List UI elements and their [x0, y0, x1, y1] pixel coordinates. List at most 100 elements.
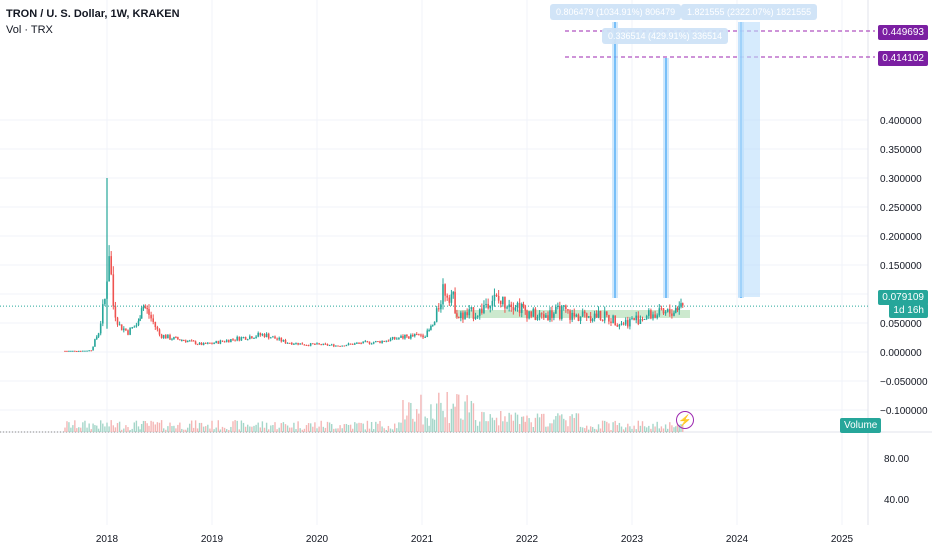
volume-bar [654, 426, 656, 432]
candle-body [246, 339, 249, 341]
volume-bar [142, 420, 145, 432]
volume-bar [472, 403, 475, 432]
volume-bar [305, 425, 308, 432]
volume-bar [347, 424, 350, 432]
candle-body [424, 336, 426, 338]
candle-body [92, 346, 94, 351]
volume-bar [80, 427, 82, 432]
candle-body [581, 311, 584, 317]
lightning-icon[interactable]: ⚡ [676, 411, 694, 429]
volume-bar [125, 425, 127, 432]
volume-bar [597, 424, 600, 432]
volume-bar [416, 409, 418, 432]
volume-bar [104, 426, 106, 432]
candle-body [82, 350, 84, 352]
volume-bar [678, 424, 680, 432]
volume-bar [295, 429, 297, 432]
candle-body [190, 340, 193, 342]
volume-bar [379, 420, 381, 432]
candle-body [204, 342, 207, 344]
candle-body [282, 340, 285, 342]
candle-body [288, 342, 291, 344]
candle-body [326, 344, 329, 346]
volume-bar [333, 428, 335, 432]
candle-body [575, 314, 578, 317]
volume-bar [584, 428, 586, 432]
candle-body [84, 350, 86, 352]
volume-bar [458, 394, 460, 432]
candle-body [681, 303, 684, 306]
candle-body [179, 339, 181, 341]
candle-body [152, 318, 154, 322]
volume-bar [337, 428, 339, 432]
volume-bar [604, 420, 606, 432]
volume-legend[interactable]: Vol · TRX [6, 24, 53, 36]
volume-bar [257, 422, 259, 432]
volume-bar [614, 420, 616, 432]
volume-bar [545, 426, 547, 432]
candle-body [284, 340, 287, 344]
volume-bar [144, 421, 147, 432]
candle-body [460, 312, 462, 319]
candle-body [171, 339, 173, 341]
candle-body [146, 308, 148, 310]
candle-body [129, 327, 131, 335]
volume-bar [352, 428, 354, 432]
volume-bar [426, 418, 428, 432]
volume-bar [299, 428, 301, 432]
volume-bar [637, 420, 639, 432]
candle-body [530, 311, 532, 317]
candle-body [464, 312, 466, 320]
volume-bar [150, 420, 152, 432]
x-tick-label: 2019 [201, 534, 224, 545]
candle-body [316, 343, 318, 345]
candle-body [173, 337, 175, 340]
volume-bar [96, 425, 98, 432]
volume-bar [335, 428, 337, 432]
candle-body [664, 311, 667, 314]
candle-body [476, 315, 479, 317]
volume-bar [536, 413, 539, 432]
volume-bar [389, 428, 392, 432]
candle-body [228, 340, 230, 343]
x-tick-label: 2024 [726, 534, 749, 545]
candle-body [608, 315, 610, 322]
volume-bar [618, 422, 621, 432]
candle-body [274, 336, 276, 339]
candle-body [337, 345, 339, 347]
volume-bar [343, 424, 345, 432]
candle-body [66, 350, 68, 352]
volume-bar [489, 414, 491, 432]
volume-bar [345, 423, 348, 432]
candle-body [314, 343, 316, 345]
candle-body [616, 325, 619, 327]
candle-body [318, 343, 320, 345]
volume-bar [616, 425, 618, 432]
candle-body [118, 324, 121, 326]
measure-label-2: 1.821555 (2322.07%) 1821555 [681, 4, 818, 20]
volume-bar [68, 422, 70, 432]
candle-body [265, 333, 268, 337]
volume-bar [183, 429, 185, 432]
volume-bar [440, 402, 442, 432]
candle-body [506, 307, 508, 309]
volume-bar [200, 422, 203, 432]
volume-bar [432, 418, 434, 432]
candle-body [391, 336, 394, 339]
candle-body [393, 336, 396, 340]
volume-bar [219, 429, 222, 432]
volume-bar [631, 428, 633, 432]
volume-bar [414, 421, 416, 432]
candle-body [540, 313, 543, 315]
volume-bar [375, 421, 377, 432]
candle-body [398, 337, 400, 339]
candle-body [408, 336, 410, 339]
symbol-title[interactable]: TRON / U. S. Dollar, 1W, KRAKEN [6, 8, 180, 20]
volume-bar [547, 426, 549, 432]
candle-body [583, 311, 586, 314]
y-tick-label: 0.400000 [880, 116, 922, 127]
volume-bar [253, 425, 255, 432]
candle-body [209, 342, 211, 344]
volume-bar [215, 427, 217, 432]
